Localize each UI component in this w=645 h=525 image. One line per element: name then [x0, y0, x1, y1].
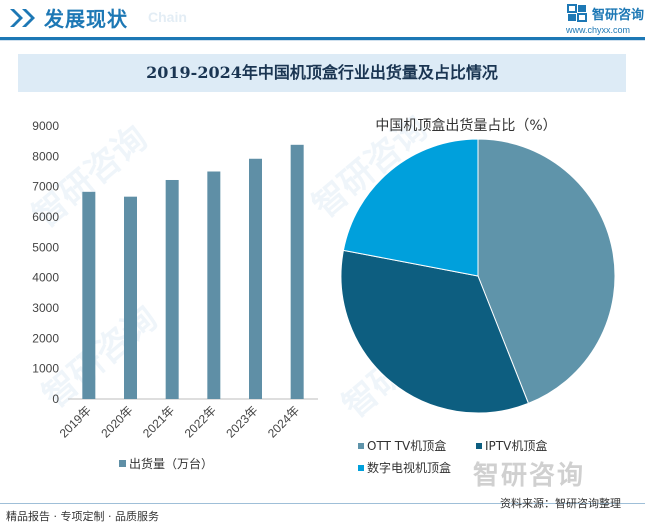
x-tick-label: 2020年 [98, 403, 135, 440]
bar [207, 171, 221, 399]
bar-chart: 0 1000 2000 3000 4000 5000 6000 7000 8000 9000 201… [32, 119, 318, 471]
chart-title-band: 2019-2024年中国机顶盒行业出货量及占比情况 [18, 54, 626, 92]
x-tick-label: 2021年 [140, 403, 177, 440]
bar [290, 144, 304, 399]
y-tick-label: 8000 [32, 149, 59, 163]
y-tick-label: 6000 [32, 210, 59, 224]
pie-slice [342, 138, 479, 277]
y-tick-label: 7000 [32, 180, 59, 194]
pie-slice [477, 138, 616, 405]
x-tick-label: 2022年 [182, 403, 219, 440]
x-tick-label: 2023年 [223, 403, 260, 440]
legend-swatch [119, 460, 126, 467]
brand-url: www.chyxx.com [566, 25, 631, 35]
y-tick-label: 3000 [32, 301, 59, 315]
brand-name: 智研咨询 [592, 8, 645, 23]
y-tick-label: 0 [52, 392, 59, 406]
legend-swatch [358, 443, 364, 449]
section-title: 发展现状 [44, 7, 128, 31]
legend-label: 出货量（万台） [129, 456, 213, 471]
footer-tagline: 精品报告 · 专项定制 · 品质服务 [6, 510, 159, 523]
bar [124, 196, 137, 399]
section-subtitle: Chain [148, 9, 187, 25]
header-divider-light [0, 40, 645, 41]
legend-swatch [476, 443, 482, 449]
footer-divider [0, 503, 645, 504]
legend-label: OTT TV机顶盒 [367, 438, 446, 453]
legend-label: IPTV机顶盒 [485, 438, 547, 453]
watermark-logo: 智研咨询 [473, 461, 586, 491]
header-divider [0, 37, 645, 40]
header: 发展现状 Chain 智研咨询 www.chyxx.com [0, 0, 645, 38]
bar [165, 179, 179, 399]
double-chevron-icon [10, 9, 35, 27]
y-tick-label: 4000 [32, 271, 59, 285]
legend-label: 数字电视机顶盒 [367, 460, 451, 475]
bar [249, 158, 262, 399]
pie-title: 中国机顶盒出货量占比（%） [375, 117, 556, 134]
data-source: 资料来源：智研咨询整理 [500, 497, 621, 510]
y-tick-label: 5000 [32, 240, 59, 254]
brand-logo-icon [567, 4, 587, 22]
legend-swatch [358, 465, 364, 471]
chart-title: 2019-2024年中国机顶盒行业出货量及占比情况 [146, 63, 498, 82]
bar [82, 191, 96, 399]
pie-slice [340, 249, 530, 414]
x-tick-label: 2024年 [265, 403, 302, 440]
y-tick-label: 9000 [32, 119, 59, 133]
y-tick-label: 2000 [32, 331, 59, 345]
x-tick-label: 2019年 [57, 403, 94, 440]
y-tick-label: 1000 [32, 362, 59, 376]
